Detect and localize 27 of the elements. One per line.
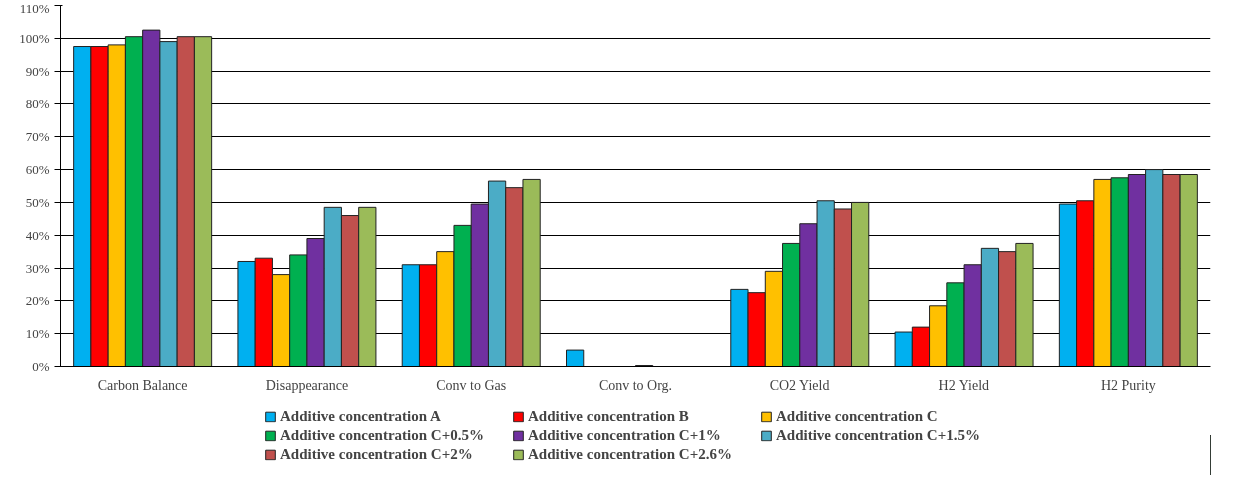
y-tick-label: 0%	[32, 359, 50, 374]
y-tick-label: 10%	[25, 326, 50, 342]
y-tick-label: 100%	[19, 30, 50, 46]
legend-label: Additive concentration C+1%	[528, 426, 722, 444]
legend-label: Additive concentration A	[280, 407, 442, 425]
y-tick-label: 70%	[25, 129, 50, 145]
y-tick-label: 110%	[19, 0, 50, 16]
y-tick-label: 20%	[25, 293, 50, 309]
legend-label: Additive concentration C+1.5%	[776, 426, 981, 444]
legend-label: Additive concentration C	[776, 407, 939, 425]
y-tick-label: 40%	[25, 227, 50, 243]
legend-label: Additive concentration C+2%	[280, 445, 474, 463]
x-tick-label: Conv to Gas	[436, 377, 507, 393]
x-tick-label: Carbon Balance	[97, 377, 188, 393]
x-tick-label: Disappearance	[265, 377, 349, 393]
x-tick-label: CO2 Yield	[769, 377, 830, 393]
y-tick-label: 60%	[25, 162, 50, 178]
legend-label: Additive concentration C+0.5%	[280, 426, 485, 444]
y-tick-label: 80%	[25, 96, 50, 112]
x-tick-label: H2 Purity	[1100, 377, 1156, 393]
y-tick-label: 50%	[25, 194, 50, 210]
y-tick-label: 90%	[25, 63, 50, 79]
y-tick-label: 30%	[25, 260, 50, 276]
x-tick-label: H2 Yield	[938, 377, 990, 393]
legend-label: Additive concentration C+2.6%	[528, 445, 733, 463]
x-tick-label: Conv to Org.	[598, 377, 673, 393]
legend-label: Additive concentration B	[528, 407, 690, 425]
